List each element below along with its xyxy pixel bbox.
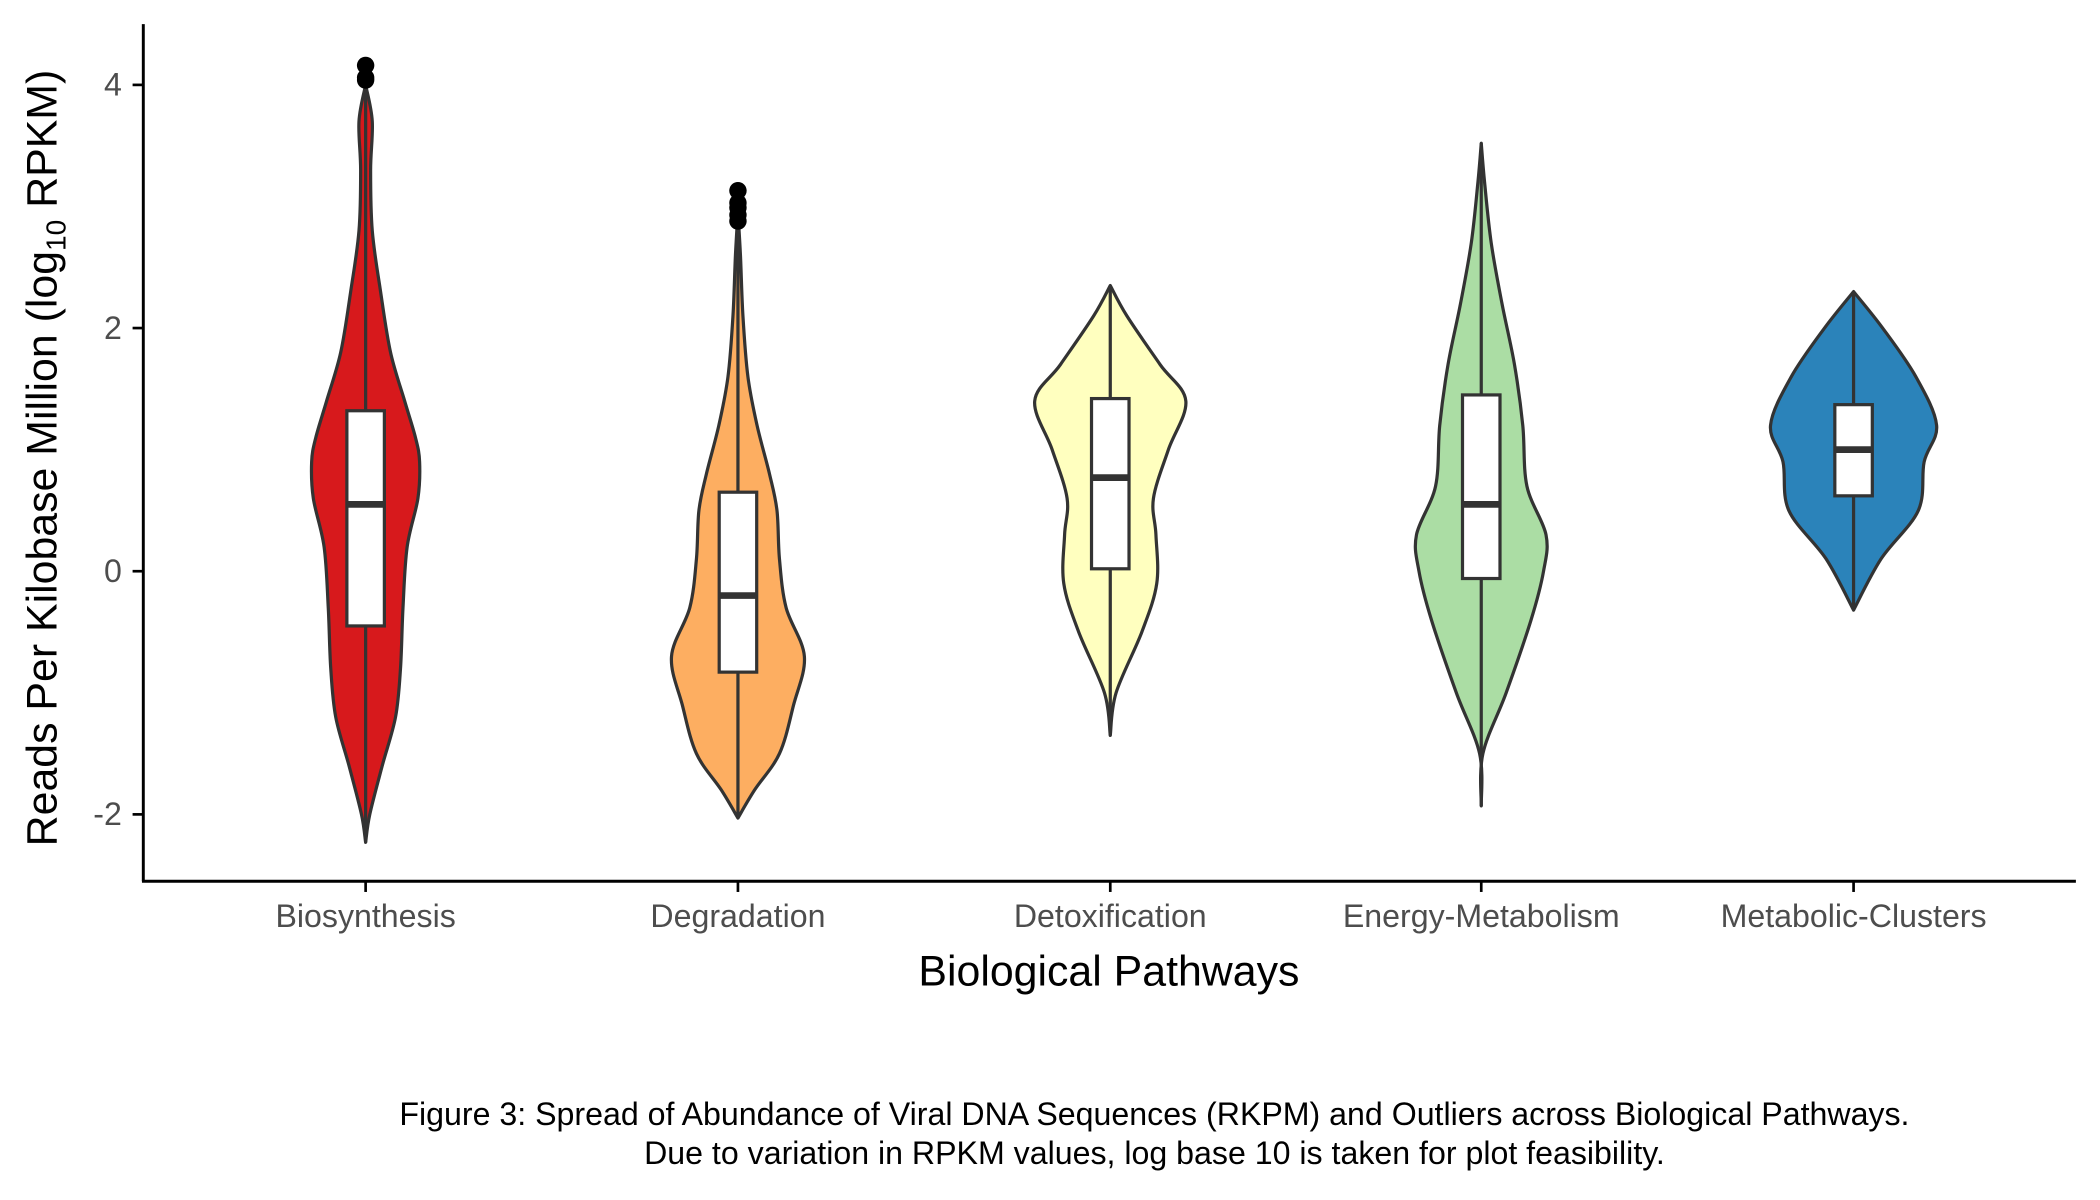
box-iqr (1089, 396, 1131, 571)
y-axis-title-prefix: Reads Per Kilobase Million (log (18, 251, 66, 846)
outlier-point (729, 181, 747, 200)
x-tick-label: Biosynthesis (275, 898, 455, 934)
y-tick-label: -2 (93, 796, 122, 832)
y-axis-title: Reads Per Kilobase Million (log10 RPKM) (18, 70, 71, 847)
box-iqr (345, 409, 386, 628)
box-iqr (717, 490, 759, 674)
violin-layer (309, 56, 1939, 844)
figure-caption-line-2: Due to variation in RPKM values, log bas… (644, 1135, 1665, 1171)
violin-group-biosynthesis (309, 56, 422, 844)
y-tick-label: 2 (104, 310, 122, 346)
x-axis-title: Biological Pathways (918, 948, 1299, 996)
violin-group-metabolic-clusters (1768, 289, 1939, 612)
outlier-point (356, 56, 375, 75)
x-tick-label: Detoxification (1014, 898, 1207, 934)
x-tick-label: Energy-Metabolism (1343, 898, 1620, 934)
y-ticks: -2 0 2 4 (93, 67, 144, 832)
violin-group-energy-metabolism (1413, 141, 1549, 808)
outlier-point (729, 194, 747, 212)
outlier-point (356, 68, 375, 87)
y-axis-title-suffix: RPKM) (18, 70, 66, 220)
violin-group-degradation (669, 181, 807, 820)
box-iqr (1460, 393, 1502, 581)
x-tick-label: Metabolic-Clusters (1721, 898, 1987, 934)
x-ticks: Biosynthesis Degradation Detoxification Ene… (275, 881, 1987, 934)
y-axis-title-subscript: 10 (41, 220, 72, 251)
violin-group-detoxification (1033, 283, 1188, 737)
y-tick-label: 0 (104, 553, 122, 589)
x-tick-label: Degradation (650, 898, 825, 934)
figure-caption-line-1: Figure 3: Spread of Abundance of Viral D… (399, 1096, 1909, 1132)
y-tick-label: 4 (104, 67, 122, 103)
